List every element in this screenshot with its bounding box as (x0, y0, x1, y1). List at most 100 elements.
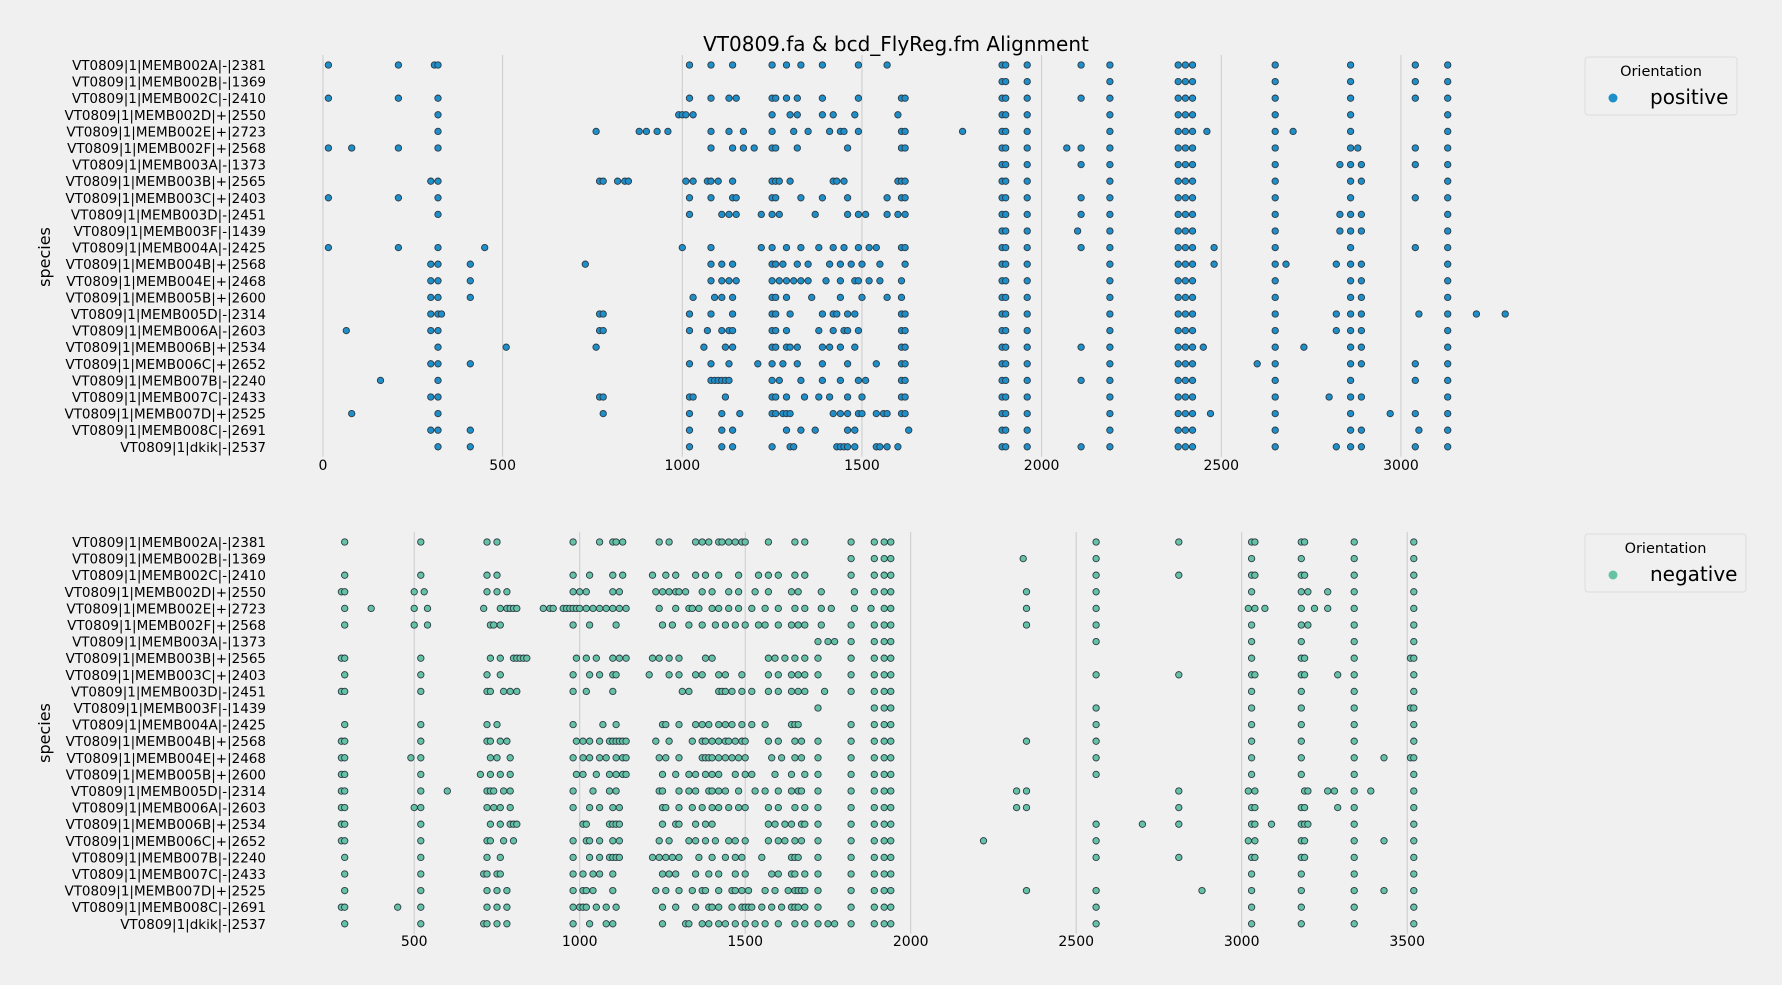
species-label: VT0809|1|MEMB003C|+|2403 (65, 191, 266, 207)
data-point (777, 903, 786, 911)
data-point (1444, 260, 1452, 268)
data-point (958, 127, 967, 136)
data-point (662, 803, 670, 812)
data-point (872, 360, 880, 368)
data-point (1188, 61, 1197, 69)
data-point (1181, 194, 1190, 202)
data-point (847, 554, 855, 563)
data-point (341, 621, 349, 629)
data-point (883, 194, 891, 202)
data-point (682, 177, 690, 185)
data-point (738, 886, 746, 895)
data-point (847, 903, 855, 911)
data-point (675, 588, 683, 596)
data-point (764, 654, 773, 662)
data-point (1188, 310, 1197, 318)
data-point (1188, 376, 1197, 385)
data-point (685, 621, 693, 629)
data-point (612, 770, 620, 779)
data-point (707, 144, 715, 152)
data-point (1174, 194, 1182, 202)
data-point (685, 326, 694, 335)
data-point (836, 409, 845, 418)
data-point (887, 920, 895, 928)
data-point (1002, 94, 1010, 102)
data-point (1244, 787, 1252, 795)
data-point (609, 687, 617, 696)
data-point (1444, 177, 1452, 185)
data-point (1181, 409, 1190, 418)
data-point (814, 820, 822, 828)
data-point (880, 704, 888, 712)
data-point (791, 654, 799, 662)
data-point (572, 737, 581, 745)
data-point (1251, 837, 1259, 845)
data-point (483, 803, 491, 812)
species-label: VT0809|1|MEMB003A|-|1373 (72, 158, 266, 174)
data-point (341, 737, 349, 745)
data-point (569, 837, 577, 845)
data-point (341, 654, 349, 662)
data-point (496, 803, 504, 812)
data-point (1092, 604, 1100, 613)
data-point (701, 737, 710, 745)
data-point (1357, 426, 1366, 434)
data-point (801, 687, 809, 696)
species-label: VT0809|1|MEMB003D|-|2451 (71, 684, 266, 700)
data-point (847, 820, 855, 828)
data-point (1297, 604, 1305, 613)
data-point (685, 426, 694, 434)
data-point (843, 409, 852, 418)
data-point (782, 243, 791, 252)
data-point (503, 920, 511, 928)
data-point (786, 177, 794, 185)
data-point (1188, 443, 1197, 451)
data-point (847, 538, 855, 546)
data-point (1411, 376, 1419, 385)
data-point (901, 177, 909, 185)
data-point (1181, 326, 1190, 335)
data-point (880, 720, 888, 729)
legend: Orientation positive (1584, 56, 1738, 116)
data-point (592, 770, 600, 779)
data-point (665, 654, 673, 662)
data-point (734, 754, 743, 762)
data-point (675, 654, 683, 662)
data-point (901, 343, 909, 351)
species-label: VT0809|1|MEMB004B|+|2568 (66, 257, 266, 273)
species-label: VT0809|1|MEMB004B|+|2568 (66, 734, 266, 750)
species-label: VT0809|1|MEMB006A|-|2603 (72, 801, 266, 817)
data-point (814, 770, 822, 779)
data-point (1444, 310, 1452, 318)
data-point (499, 687, 508, 696)
data-point (1174, 243, 1182, 252)
data-point (417, 886, 425, 895)
data-point (496, 737, 504, 745)
data-point (1002, 227, 1010, 235)
data-point (1002, 260, 1010, 268)
data-point (410, 803, 418, 812)
data-point (1357, 227, 1366, 235)
data-point (797, 787, 806, 795)
data-point (1188, 277, 1197, 285)
data-point (599, 409, 607, 418)
data-point (854, 243, 863, 252)
data-point (691, 538, 700, 546)
data-point (791, 837, 799, 845)
data-point (705, 920, 713, 928)
species-label: VT0809|1|dkik|-|2537 (120, 440, 266, 456)
data-point (1022, 588, 1031, 596)
data-point (1106, 144, 1114, 152)
species-label: VT0809|1|MEMB007B|-|2240 (72, 373, 266, 389)
data-point (758, 853, 766, 862)
data-point (1444, 243, 1452, 252)
data-point (901, 260, 909, 268)
data-point (1444, 326, 1452, 335)
data-point (779, 260, 787, 268)
data-point (609, 604, 617, 613)
data-point (764, 737, 773, 745)
data-point (708, 604, 716, 613)
data-point (1023, 144, 1031, 152)
data-point (791, 754, 799, 762)
data-point (721, 343, 730, 351)
